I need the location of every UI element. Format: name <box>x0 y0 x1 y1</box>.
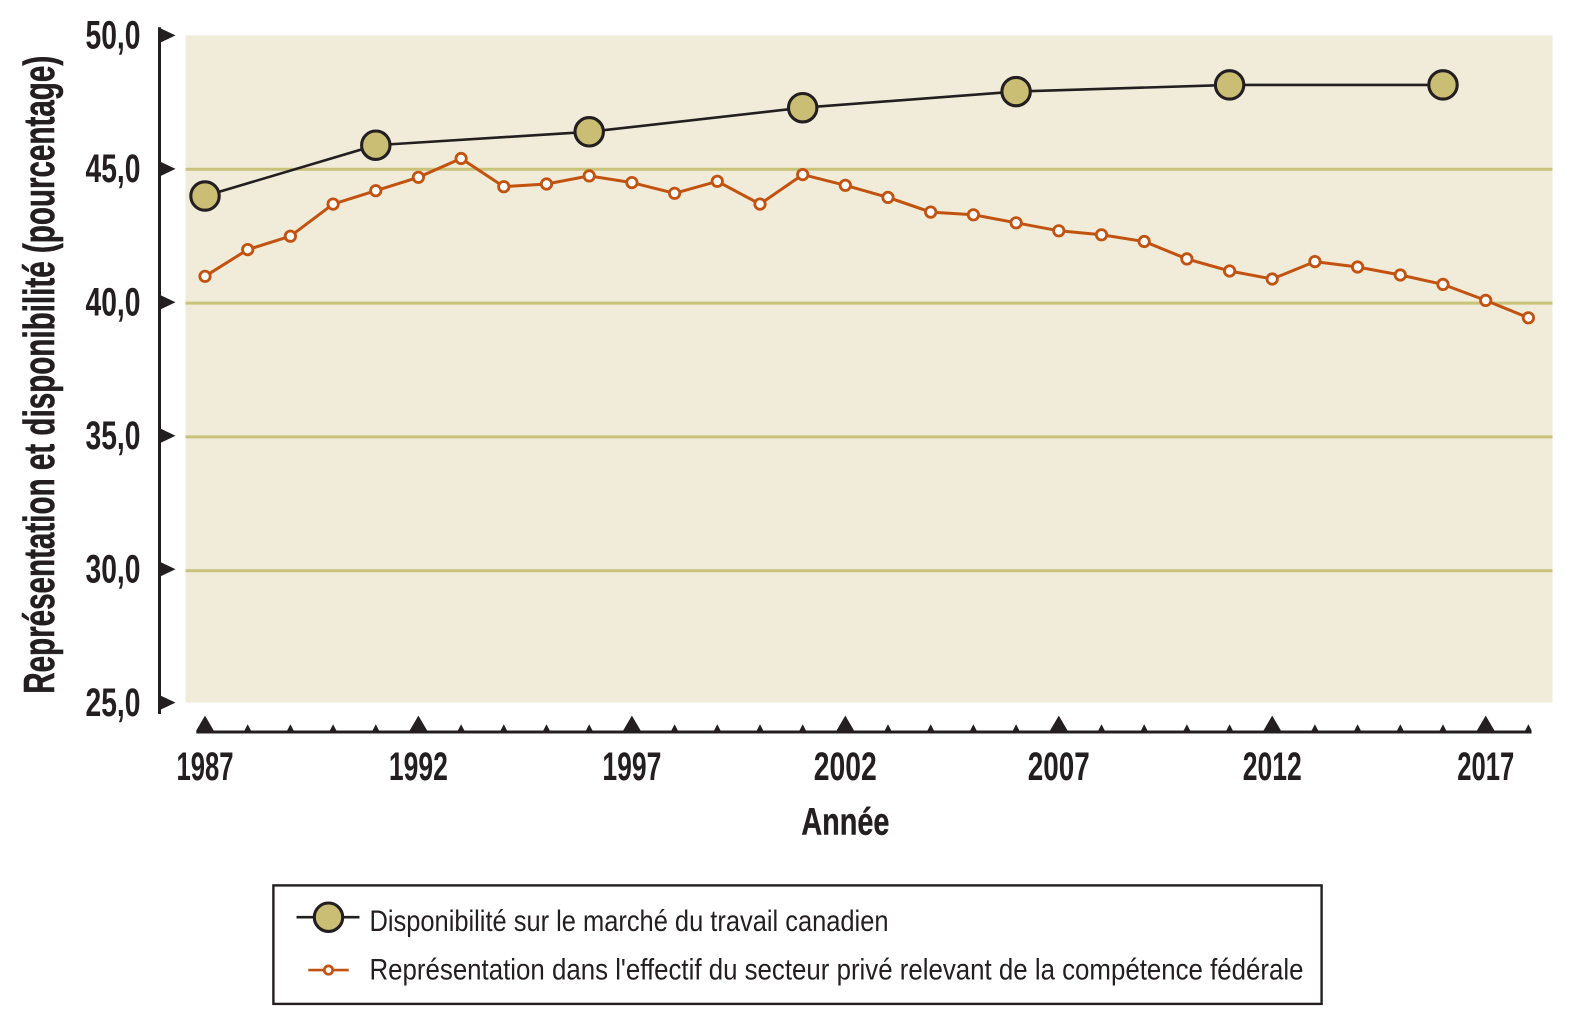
svg-text:2012: 2012 <box>1243 745 1302 789</box>
svg-text:2017: 2017 <box>1457 745 1514 789</box>
svg-text:Représentation et disponibilit: Représentation et disponibilité (pourcen… <box>15 56 64 694</box>
svg-text:35,0: 35,0 <box>86 414 141 458</box>
svg-text:1992: 1992 <box>389 745 448 789</box>
svg-text:1987: 1987 <box>177 745 234 789</box>
svg-text:Disponibilité sur le marché du: Disponibilité sur le marché du travail c… <box>370 905 889 938</box>
svg-text:30,0: 30,0 <box>86 548 141 592</box>
svg-text:45,0: 45,0 <box>86 147 141 191</box>
svg-text:50,0: 50,0 <box>86 14 141 58</box>
svg-text:2007: 2007 <box>1028 745 1090 789</box>
svg-text:2002: 2002 <box>814 745 877 789</box>
svg-text:1997: 1997 <box>602 745 661 789</box>
svg-text:Année: Année <box>801 802 889 844</box>
svg-text:Représentation dans l'effectif: Représentation dans l'effectif du secteu… <box>370 953 1304 986</box>
svg-text:25,0: 25,0 <box>86 681 141 725</box>
svg-text:40,0: 40,0 <box>86 281 141 325</box>
